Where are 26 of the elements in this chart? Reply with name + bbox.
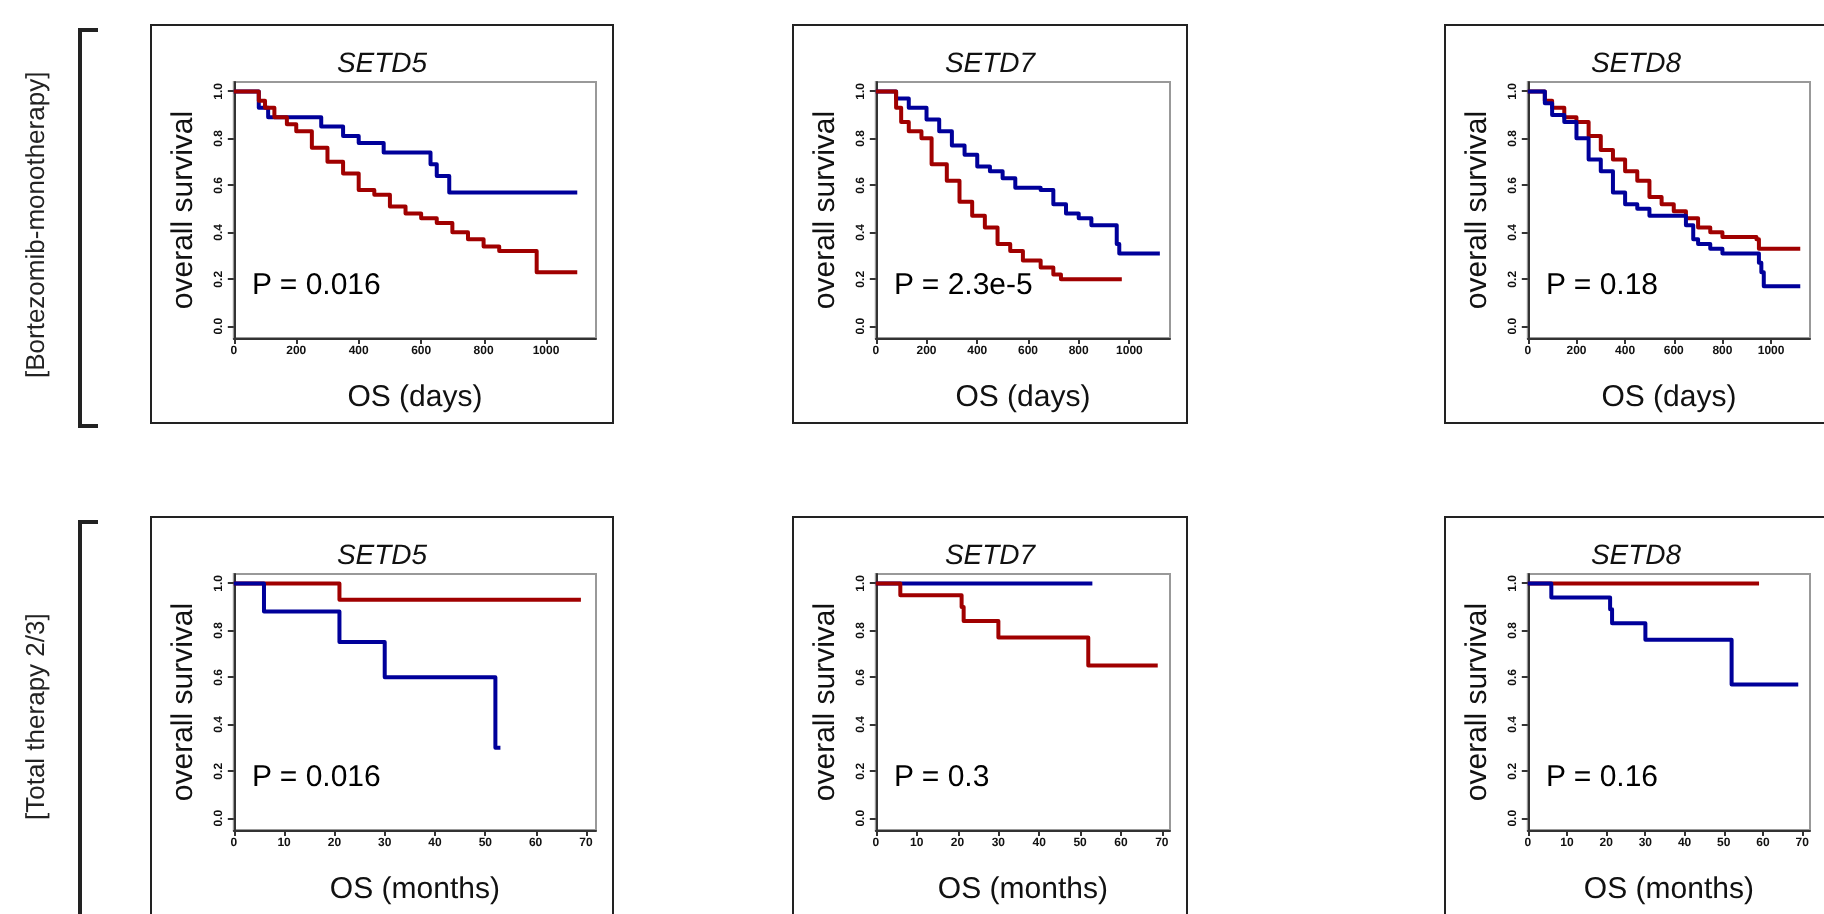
y-axis-title: overall survival [166, 110, 200, 310]
y-axis-title: overall survival [1460, 602, 1494, 802]
y-axis-title: overall survival [166, 602, 200, 802]
chart-title: SETD7 [944, 46, 1038, 78]
annotation: P = 0.16 [1546, 760, 1659, 794]
chart-title: SETD8 [1590, 538, 1682, 570]
annotation: P = 0.016 [252, 268, 381, 302]
chart-title: SETD5 [336, 538, 428, 570]
x-axis-title: OS (days) [1601, 380, 1737, 414]
x-axis-title: OS (days) [955, 380, 1091, 414]
chart-title: SETD8 [1590, 46, 1682, 78]
annotation: P = 2.3e-5 [894, 268, 1033, 302]
annotation: P = 0.3 [894, 760, 990, 794]
x-axis-title: OS (months) [937, 872, 1108, 906]
y-axis-title: overall survival [808, 602, 842, 802]
x-axis-title: OS (days) [347, 380, 483, 414]
chart-title: SETD5 [336, 46, 428, 78]
text: [Bortezomib-monotherapy] [20, 68, 50, 382]
y-axis-title: overall survival [1460, 110, 1494, 310]
text: [Total therapy 2/3] [20, 610, 50, 824]
y-axis-title: overall survival [808, 110, 842, 310]
annotation: P = 0.016 [252, 760, 381, 794]
x-axis-title: OS (months) [1583, 872, 1754, 906]
chart-title: SETD7 [944, 538, 1038, 570]
x-axis-title: OS (months) [329, 872, 500, 906]
annotation: P = 0.18 [1546, 268, 1659, 302]
